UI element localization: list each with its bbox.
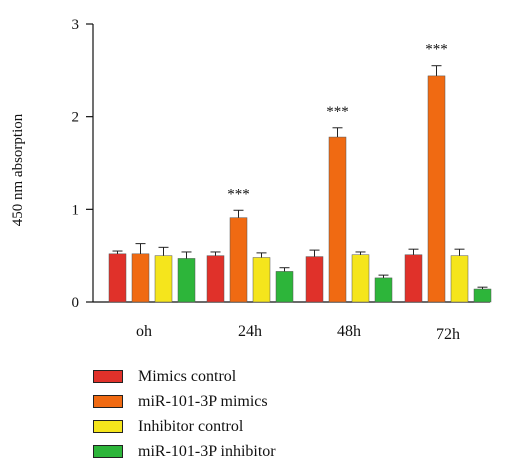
- bar: [374, 277, 393, 303]
- y-tick-label: 2: [72, 110, 80, 126]
- bar: [473, 288, 492, 303]
- significance-label: ***: [425, 42, 448, 58]
- x-category-label: 24h: [238, 323, 262, 340]
- x-category-label: oh: [136, 323, 152, 340]
- bars: [108, 65, 492, 303]
- y-axis-label: 450 nm absorption: [10, 113, 26, 226]
- bar: [206, 255, 225, 303]
- bar: [328, 136, 347, 303]
- legend-label: miR-101-3P inhibitor: [138, 442, 276, 460]
- x-axis: oh 24h 48h 72h: [93, 301, 490, 343]
- bar: [252, 257, 271, 303]
- x-category-label: 48h: [337, 323, 361, 340]
- y-tick-label: 0: [72, 295, 80, 311]
- bar: [108, 253, 127, 303]
- bar: [450, 255, 469, 303]
- bar: [427, 75, 446, 303]
- legend-label: Inhibitor control: [138, 417, 244, 435]
- bar: [154, 255, 173, 303]
- legend-item: miR-101-3P inhibitor: [93, 439, 276, 464]
- significance-label: ***: [326, 104, 349, 120]
- legend-swatch: [93, 370, 123, 383]
- bar: [404, 254, 423, 303]
- significance-label: ***: [227, 186, 250, 202]
- legend-swatch: [93, 445, 123, 458]
- bar: [275, 271, 294, 303]
- bar-chart: 0 1 2 3 oh 24h 48h 72h *** *** *** 450 nm absorp…: [10, 17, 492, 343]
- legend-item: Inhibitor control: [93, 414, 276, 439]
- y-tick-label: 3: [72, 17, 80, 33]
- bar: [351, 254, 370, 303]
- y-tick-label: 1: [72, 202, 80, 218]
- legend-item: miR-101-3P mimics: [93, 389, 276, 414]
- legend: Mimics control miR-101-3P mimics Inhibitor…: [93, 364, 276, 464]
- legend-label: Mimics control: [138, 367, 237, 385]
- y-axis: 0 1 2 3: [72, 17, 94, 311]
- legend-label: miR-101-3P mimics: [138, 392, 268, 410]
- bar: [131, 253, 150, 303]
- legend-item: Mimics control: [93, 364, 276, 389]
- bar: [305, 256, 324, 303]
- x-category-label: 72h: [436, 326, 460, 343]
- legend-swatch: [93, 395, 123, 408]
- significance-annotations: *** *** ***: [227, 42, 448, 203]
- bar: [177, 258, 196, 303]
- bar: [229, 217, 248, 303]
- legend-swatch: [93, 420, 123, 433]
